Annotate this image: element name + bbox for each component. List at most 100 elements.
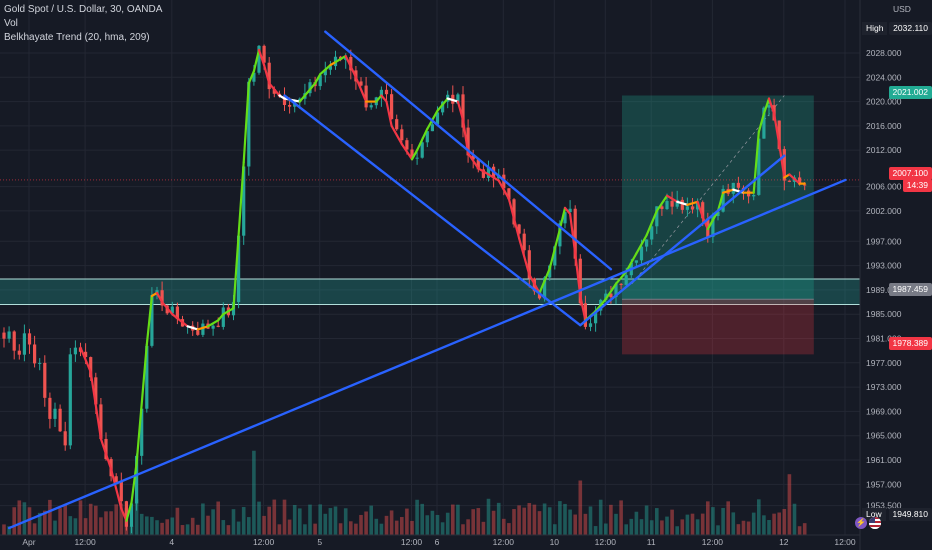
volume-bar: [476, 508, 481, 535]
trendline-rising-support[interactable]: [7, 178, 847, 530]
trend-curve-segment: [461, 118, 470, 155]
candle-body: [757, 138, 761, 195]
trend-curve-segment: [436, 97, 449, 112]
volume-bar: [282, 499, 287, 535]
candle-body: [135, 455, 139, 504]
support-zone: [0, 278, 860, 305]
volume-bar: [139, 513, 144, 535]
low-value-tag: 1949.810: [888, 508, 932, 521]
volume-bar: [292, 504, 297, 535]
candle-body: [43, 362, 47, 398]
candle-body: [721, 188, 725, 212]
lightning-icon[interactable]: ⚡: [855, 517, 867, 529]
volume-bar: [257, 501, 261, 535]
trend-curve-segment: [385, 100, 393, 127]
volume-bar: [445, 512, 450, 535]
volume-bar: [583, 513, 588, 535]
x-tick-label: 12:00: [702, 537, 724, 547]
volume-bar: [180, 525, 185, 535]
trend-curve-segment: [344, 54, 357, 79]
candle-body: [430, 124, 434, 132]
x-tick-label: 12:00: [253, 537, 275, 547]
trend-indicator-label[interactable]: Belkhayate Trend (20, hma, 209): [4, 32, 150, 43]
trend-curve-segment: [467, 152, 480, 170]
volume-bar: [287, 519, 292, 535]
trendline-breakout-support[interactable]: [579, 154, 786, 327]
trend-curve-segment: [721, 188, 735, 194]
trend-curve-segment: [558, 206, 567, 231]
volume-bar: [384, 515, 389, 535]
volume-bar: [114, 504, 118, 535]
candle-body: [48, 397, 52, 419]
trend-curve-segment: [252, 48, 261, 73]
candle-body: [237, 235, 241, 303]
volume-bar: [685, 514, 690, 535]
countdown-tag: 14:39: [902, 179, 932, 192]
candle-body: [594, 310, 598, 324]
trend-curve-segment: [716, 191, 725, 213]
volume-bar: [568, 509, 572, 535]
y-tick-label: 1953.500: [866, 501, 902, 511]
trend-curve-segment: [247, 70, 255, 85]
candle-body: [17, 350, 21, 355]
trend-curve-segment: [788, 173, 801, 185]
x-tick-label: 12:00: [401, 537, 423, 547]
volume-bar: [609, 504, 613, 535]
trend-curve-segment: [767, 97, 776, 115]
y-tick-label: 1969.000: [866, 406, 902, 416]
trend-curve-segment: [171, 313, 189, 328]
volume-bar: [553, 524, 557, 535]
y-tick-label: 1981.000: [866, 334, 902, 344]
volume-bar: [486, 498, 491, 535]
trend-curve-segment: [145, 294, 153, 346]
candle-body: [221, 307, 225, 327]
trendline-channel-bottom[interactable]: [283, 94, 582, 327]
high-value-tag: 2032.110: [889, 22, 932, 35]
candle-body: [553, 246, 557, 266]
trendline-channel-top[interactable]: [324, 30, 613, 271]
candle-body: [2, 332, 6, 339]
candle-body: [543, 277, 547, 299]
volume-bar: [37, 512, 42, 535]
candle-body: [33, 344, 37, 364]
candle-body: [63, 431, 67, 446]
volume-bar: [241, 507, 246, 535]
volume-bar: [614, 513, 618, 535]
volume-bar: [542, 503, 547, 535]
volume-bar: [588, 506, 593, 535]
candle-body: [650, 226, 654, 240]
trend-curve-segment: [752, 130, 760, 194]
volume-bar: [68, 516, 73, 535]
volume-bar: [221, 520, 226, 535]
volume-indicator-label[interactable]: Vol: [4, 18, 18, 29]
trend-curve-segment: [416, 127, 429, 152]
candle-body: [701, 202, 705, 219]
volume-bar: [175, 507, 180, 535]
candle-body: [84, 351, 88, 358]
trend-curve-segment: [772, 112, 781, 146]
trend-curve-segment: [487, 173, 500, 182]
volume-bar: [236, 521, 241, 535]
candle-body: [680, 199, 684, 210]
candle-body: [119, 481, 123, 502]
volume-bar: [27, 507, 32, 535]
candle-body: [711, 215, 715, 237]
trend-curve-segment: [655, 194, 669, 213]
volume-bar: [78, 500, 83, 535]
volume-bar: [461, 524, 465, 535]
symbol-title[interactable]: Gold Spot / U.S. Dollar, 30, OANDA: [4, 4, 163, 15]
volume-bar: [782, 508, 787, 535]
y-tick-label: 2016.000: [866, 121, 902, 131]
volume-bar: [772, 513, 776, 535]
volume-bar: [394, 520, 399, 535]
candle-body: [201, 323, 205, 335]
volume-bar: [88, 503, 93, 535]
volume-bar: [48, 499, 52, 535]
volume-bar: [532, 504, 537, 535]
volume-bar: [369, 505, 373, 535]
trend-curve-segment: [706, 209, 720, 231]
volume-bar: [440, 522, 445, 535]
trend-curve-segment: [548, 228, 562, 270]
candle-body: [129, 503, 134, 527]
